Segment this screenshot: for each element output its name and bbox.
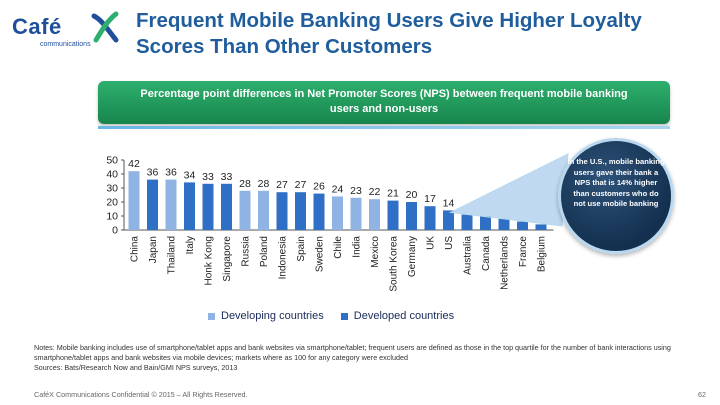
data-label: 26	[313, 181, 325, 193]
bar-belgium	[535, 224, 547, 230]
x-tick-label: Mexico	[370, 236, 381, 268]
x-tick-label: Sweden	[315, 236, 326, 272]
x-tick-label: US	[444, 236, 455, 250]
logo-subtitle: communications	[40, 41, 91, 48]
data-label: 28	[239, 178, 251, 190]
legend-label-developing: Developing countries	[221, 310, 324, 322]
footer-confidential: CaféX Communications Confidential © 2015…	[34, 390, 248, 399]
chart-legend: Developing countries Developed countries	[208, 310, 468, 323]
banner-underline	[98, 126, 670, 129]
data-label: 14	[443, 197, 455, 209]
bar-honk-kong	[202, 183, 214, 230]
bar-italy	[184, 182, 195, 230]
data-label: 34	[184, 169, 196, 181]
data-label: 42	[128, 158, 140, 170]
data-label: 36	[147, 167, 159, 179]
data-label: 28	[258, 178, 270, 190]
chart-banner: Percentage point differences in Net Prom…	[98, 81, 670, 124]
x-tick-label: Indonesia	[278, 236, 289, 280]
x-tick-label: Honk Kong	[204, 236, 215, 285]
x-tick-label: France	[518, 236, 529, 268]
legend-swatch-developing	[208, 312, 215, 320]
x-tick-label: Italy	[185, 236, 196, 254]
bar-mexico	[369, 199, 380, 230]
x-tick-label: Japan	[148, 236, 159, 263]
data-label: 33	[202, 171, 214, 183]
x-tick-label: UK	[426, 236, 437, 250]
bar-canada	[480, 216, 491, 230]
x-tick-label: Spain	[296, 236, 307, 262]
bar-singapore	[221, 183, 232, 230]
data-label: 22	[369, 186, 381, 198]
bar-germany	[406, 202, 417, 230]
x-tick-label: Germany	[407, 236, 418, 277]
legend-label-developed: Developed countries	[353, 310, 455, 322]
y-tick-label: 0	[112, 225, 118, 237]
x-tick-label: Thailand	[167, 236, 178, 274]
notes-text: Notes: Mobile banking includes use of sm…	[34, 343, 671, 362]
bar-spain	[295, 192, 306, 230]
bar-australia	[461, 214, 473, 230]
cafex-logo: Café communications	[12, 11, 124, 54]
legend-swatch-developed	[340, 312, 348, 320]
y-tick-label: 30	[106, 183, 118, 195]
bar-south-korea	[387, 200, 399, 230]
callout-text: In the U.S., mobile banking users gave t…	[567, 157, 665, 208]
data-label: 27	[295, 179, 307, 191]
bar-sweden	[313, 193, 325, 230]
legend-item-developing: Developing countries	[208, 310, 324, 322]
nps-bar-chart: 0 10 20 30 40 50 42 China 36 Japan 36 Thailand 34 Ita…	[106, 153, 569, 292]
x-tick-label: Russia	[241, 236, 252, 267]
chart-notes: Notes: Mobile banking includes use of sm…	[34, 343, 694, 373]
banner-text: Percentage point differences in Net Prom…	[140, 88, 628, 115]
x-tick-label: Netherlands	[500, 236, 511, 290]
bar-netherlands	[498, 218, 510, 230]
bar-us	[443, 210, 454, 230]
x-tick-label: China	[130, 236, 141, 263]
y-tick-label: 40	[106, 169, 118, 181]
data-label: 27	[276, 179, 288, 191]
bar-france	[517, 221, 528, 230]
us-callout: In the U.S., mobile banking users gave t…	[558, 138, 674, 254]
bar-china	[128, 171, 140, 230]
data-label: 21	[387, 188, 399, 200]
page-title: Frequent Mobile Banking Users Give Highe…	[136, 9, 642, 58]
y-tick-label: 50	[106, 155, 118, 167]
data-label: 17	[424, 193, 436, 205]
bar-japan	[147, 179, 158, 230]
bar-chile	[332, 196, 343, 230]
data-label: 24	[332, 183, 344, 195]
bar-poland	[258, 190, 269, 230]
bar-indonesia	[276, 192, 288, 230]
x-tick-label: Chile	[333, 236, 344, 259]
x-tick-label: Belgium	[537, 236, 548, 272]
logo-x-mark	[91, 11, 119, 43]
page-number: 62	[698, 390, 706, 399]
x-tick-label: Singapore	[222, 236, 233, 282]
data-label: 33	[221, 171, 233, 183]
bar-thailand	[165, 179, 177, 230]
y-tick-label: 20	[106, 197, 118, 209]
y-tick-label: 10	[106, 211, 118, 223]
x-tick-label: Poland	[259, 236, 270, 267]
bar-india	[350, 197, 362, 230]
data-label: 20	[406, 189, 418, 201]
x-tick-label: India	[352, 236, 363, 258]
bar-russia	[239, 190, 251, 230]
data-label: 36	[165, 167, 177, 179]
logo-text: Café	[12, 14, 62, 39]
x-tick-label: Australia	[463, 236, 474, 275]
x-tick-label: Canada	[481, 236, 492, 271]
data-label: 23	[350, 185, 362, 197]
sources-text: Sources: Bats/Research Now and Bain/GMI …	[34, 363, 238, 372]
bar-uk	[424, 206, 436, 230]
x-tick-label: South Korea	[389, 236, 400, 292]
legend-item-developed: Developed countries	[340, 310, 455, 322]
